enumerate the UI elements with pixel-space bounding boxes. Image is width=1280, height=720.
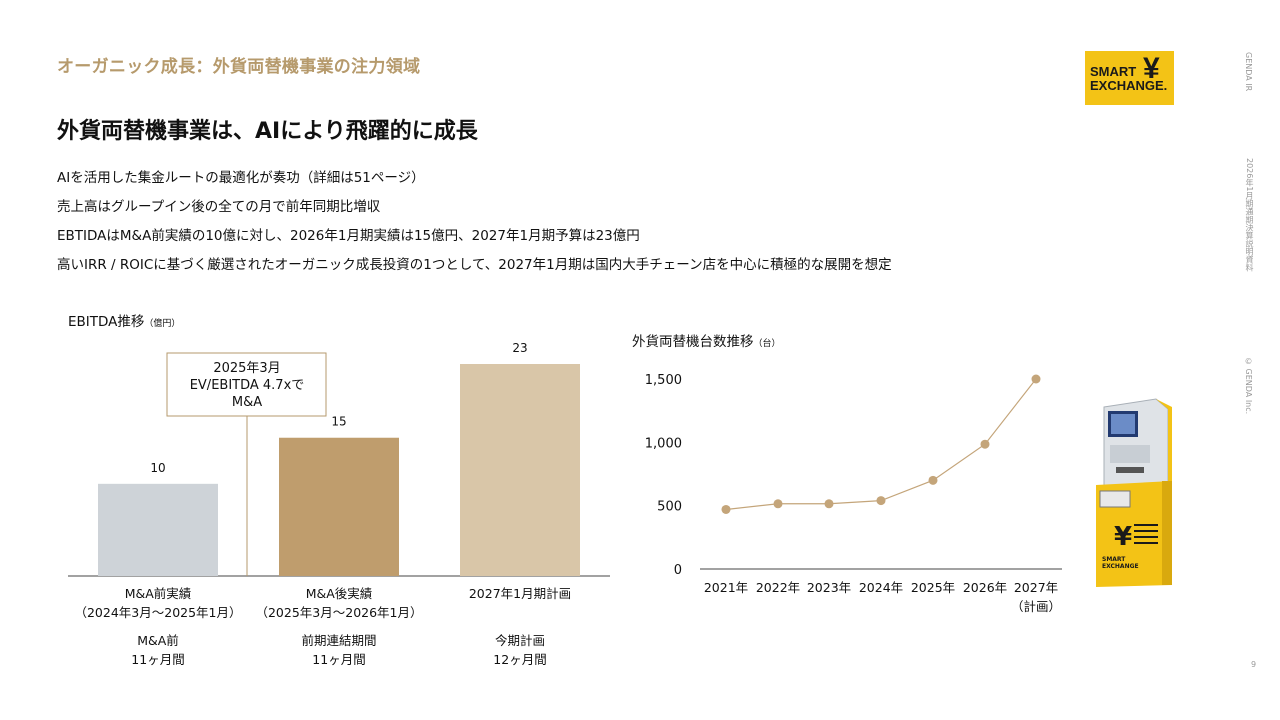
ebitda-title-text: EBITDA推移 — [68, 314, 145, 330]
ebitda-chart-title: EBITDA推移（億円） — [68, 310, 180, 330]
svg-text:¥: ¥ — [1114, 522, 1132, 552]
annotation-text: EV/EBITDA 4.7xで — [190, 378, 305, 393]
page-number: 9 — [1251, 660, 1257, 669]
section-title: オーガニック成長：外貨両替機事業の注力領域 — [57, 57, 421, 77]
bar — [279, 437, 399, 576]
category-sublabel: （2024年3月～2025年1月） — [74, 605, 241, 620]
x-tick-label: 2022年 — [756, 580, 800, 595]
period-label: 前期連結期間 — [301, 633, 376, 648]
y-tick-label: 1,500 — [645, 373, 682, 388]
category-label: M&A前実績 — [125, 586, 192, 601]
bullet-1: AIを活用した集金ルートの最適化が奏功（詳細は51ページ） — [57, 170, 425, 186]
ebitda-bar-chart: 10 M&A前実績 （2024年3月～2025年1月） M&A前 11ヶ月間 15 M&A後… — [68, 341, 610, 667]
yen-icon: ¥ — [1143, 52, 1160, 85]
x-tick-label: 2025年 — [911, 580, 955, 595]
bar — [98, 483, 218, 576]
period-label: 今期計画 — [495, 633, 545, 648]
doc-title-vertical: 2026年1月期通期決算説明資料 — [1245, 158, 1254, 272]
x-tick-label: 2027年 — [1014, 580, 1058, 595]
bullet-3: EBTIDAはM&A前実績の10億に対し、2026年1月期実績は15億円、202… — [57, 228, 640, 244]
period-label: M&A前 — [137, 633, 179, 648]
machines-unit: （台） — [753, 339, 781, 349]
category-label: M&A後実績 — [306, 586, 373, 601]
currency-exchange-machine-icon: ¥ SMART EXCHANGE — [1096, 398, 1172, 587]
data-point — [876, 496, 886, 506]
ebitda-unit: （億円） — [144, 319, 181, 329]
data-point — [980, 439, 990, 449]
x-tick-label: 2026年 — [963, 580, 1007, 595]
brand-vertical: GENDA IR — [1244, 52, 1253, 92]
annotation-box — [166, 352, 327, 417]
x-tick-label: 2023年 — [807, 580, 851, 595]
bullet-4: 高いIRR / ROICに基づく厳選されたオーガニック成長投資の1つとして、20… — [57, 257, 892, 273]
machine-count-line-chart: 0 500 1,000 1,500 2021年 2022年 2023年 2024年 2025年 2… — [645, 373, 1062, 614]
bar-value-label: 23 — [512, 341, 527, 355]
category-sublabel: （2025年3月～2026年1月） — [255, 605, 422, 620]
bar-value-label: 10 — [150, 461, 165, 475]
logo-line2: EXCHANGE. — [1090, 78, 1168, 93]
period-length-label: 12ヶ月間 — [493, 652, 546, 667]
copyright-vertical: © GENDA Inc. — [1244, 357, 1253, 415]
bar — [460, 364, 580, 576]
annotation-text: 2025年3月 — [213, 361, 280, 376]
machines-chart-title: 外貨両替機台数推移（台） — [632, 330, 781, 350]
data-point — [1031, 374, 1041, 384]
x-tick-sublabel: （計画） — [1011, 599, 1061, 614]
x-tick-label: 2021年 — [704, 580, 748, 595]
data-point — [928, 475, 938, 485]
x-tick-label: 2024年 — [859, 580, 903, 595]
data-point — [773, 499, 783, 509]
y-tick-label: 0 — [674, 563, 682, 578]
annotation-text: M&A — [232, 395, 262, 410]
data-point — [721, 504, 731, 514]
headline: 外貨両替機事業は、AIにより飛躍的に成長 — [57, 119, 478, 144]
y-tick-label: 500 — [657, 500, 682, 515]
bullet-2: 売上高はグループイン後の全ての月で前年同期比増収 — [57, 199, 381, 215]
category-label: 2027年1月期計画 — [469, 586, 571, 601]
logo-line1: SMART — [1090, 64, 1137, 79]
smart-exchange-logo: SMART EXCHANGE. ¥ — [1085, 51, 1174, 105]
svg-text:EXCHANGE: EXCHANGE — [1102, 563, 1139, 570]
machines-title-text: 外貨両替機台数推移 — [632, 334, 754, 350]
y-tick-label: 1,000 — [645, 436, 682, 451]
period-length-label: 11ヶ月間 — [312, 652, 365, 667]
period-length-label: 11ヶ月間 — [131, 652, 184, 667]
svg-text:SMART: SMART — [1102, 556, 1126, 563]
bar-value-label: 15 — [331, 415, 346, 429]
data-point — [824, 499, 834, 509]
